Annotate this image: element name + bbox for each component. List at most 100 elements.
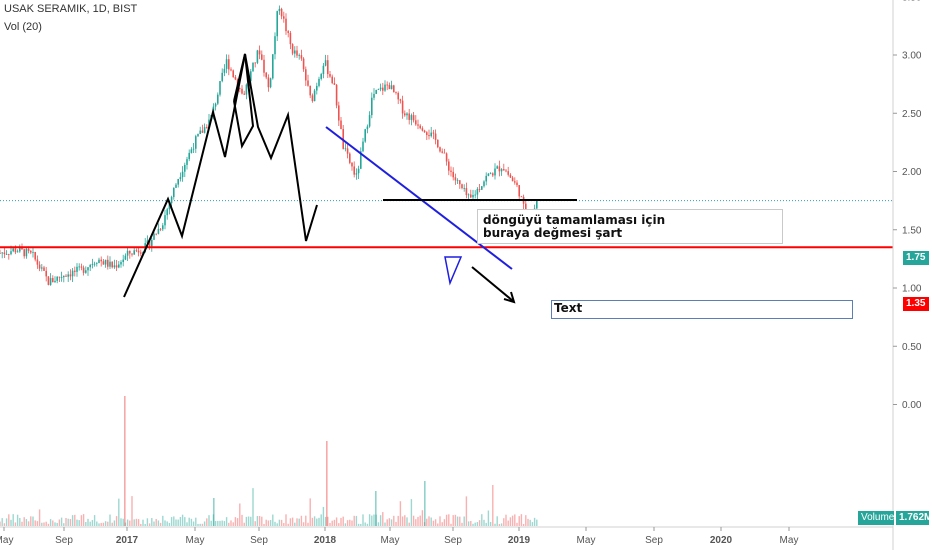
candle-body [346, 148, 349, 154]
candle-body [151, 239, 153, 247]
volume-bar [265, 519, 267, 526]
candle-body [514, 181, 516, 183]
volume-bar [287, 523, 289, 526]
candle-body [329, 74, 331, 77]
candle-body [219, 81, 221, 95]
volume-bar [111, 522, 113, 526]
candle-body [131, 253, 133, 255]
volume-bar [41, 522, 43, 526]
volume-bar [373, 514, 375, 526]
volume-bar [456, 516, 459, 526]
candle-body [5, 254, 8, 255]
candle-body [54, 280, 56, 283]
volume-bar [192, 521, 195, 526]
volume-bar [140, 523, 142, 526]
volume-bar [313, 516, 316, 526]
volume-bar [384, 522, 386, 526]
candle-body [393, 85, 395, 93]
volume-bar [181, 514, 184, 526]
volume-bar [221, 520, 223, 526]
candle-body [450, 170, 452, 172]
candle-body [344, 148, 347, 150]
candle-body [434, 133, 437, 140]
candle-body [243, 93, 245, 95]
candle-body [41, 267, 43, 269]
volume-bar [492, 485, 494, 526]
volume-bar [201, 523, 204, 526]
candle-body [91, 264, 94, 265]
volume-bar [536, 519, 538, 526]
candle-body [25, 248, 28, 257]
x-tick-label: May [780, 535, 799, 546]
volume-bar [153, 521, 155, 526]
candle-body [287, 31, 289, 33]
volume-bar [71, 515, 74, 526]
volume-bar [505, 514, 507, 526]
volume-bar [234, 517, 237, 526]
candle-body [19, 247, 21, 252]
volume-bar [30, 516, 32, 526]
candle-body [505, 170, 507, 172]
candle-body [327, 60, 329, 75]
volume-bar [199, 523, 201, 526]
volume-bar [98, 523, 100, 526]
volume-bar [432, 520, 435, 526]
candle-body [254, 62, 256, 64]
annotation-note[interactable]: döngüyü tamamlaması için buraya değmesi … [477, 209, 783, 244]
candle-body [228, 59, 230, 70]
candle-body [104, 259, 107, 265]
volume-bar [285, 514, 287, 526]
annotation-text-box[interactable]: Text [551, 300, 853, 319]
volume-bar [483, 519, 485, 526]
candle-body [175, 184, 177, 188]
candle-body [349, 153, 351, 163]
candle-body [456, 180, 459, 182]
candle-body [60, 277, 63, 278]
volume-bar [21, 521, 23, 526]
volume-bar [426, 518, 428, 526]
annotation-note-line1: döngüyü tamamlaması için [483, 213, 666, 227]
candle-body [47, 276, 50, 285]
y-tick-label: 0.50 [902, 342, 922, 353]
volume-bar [487, 510, 490, 526]
volume-bar [170, 517, 173, 526]
candle-body [274, 36, 276, 55]
volume-bar [148, 523, 151, 526]
volume-bar [346, 520, 349, 526]
volume-bar [8, 514, 10, 526]
candle-body [335, 84, 338, 106]
candle-body [269, 78, 272, 88]
candle-body [489, 173, 492, 175]
candle-body [364, 129, 366, 142]
candle-body [107, 259, 109, 267]
volume-indicator-label[interactable]: Vol (20) [4, 21, 42, 33]
volume-bars [0, 396, 538, 526]
x-tick-label: 2018 [314, 535, 337, 546]
volume-bar [533, 517, 536, 526]
volume-bar [364, 522, 366, 526]
volume-bar [159, 522, 162, 526]
volume-bar [87, 518, 89, 526]
candle-body [483, 181, 485, 187]
volume-bar [252, 488, 254, 526]
candle-body [78, 266, 80, 268]
y-tick-label: 3.00 [902, 51, 922, 62]
volume-bar [291, 517, 294, 526]
volume-bar [100, 522, 102, 526]
candle-body [256, 50, 259, 63]
candle-body [80, 266, 83, 268]
volume-bar [14, 522, 17, 526]
candle-body [16, 251, 19, 253]
candle-body [111, 261, 113, 268]
volume-bar [320, 514, 322, 526]
volume-bar [305, 515, 307, 526]
candle-body [351, 162, 353, 167]
volume-bar [463, 516, 465, 526]
candle-body [419, 125, 421, 129]
candle-body [333, 83, 336, 85]
candle-body [399, 99, 402, 101]
candle-body [366, 126, 369, 130]
volume-bar [355, 515, 358, 526]
candle-body [164, 215, 166, 226]
